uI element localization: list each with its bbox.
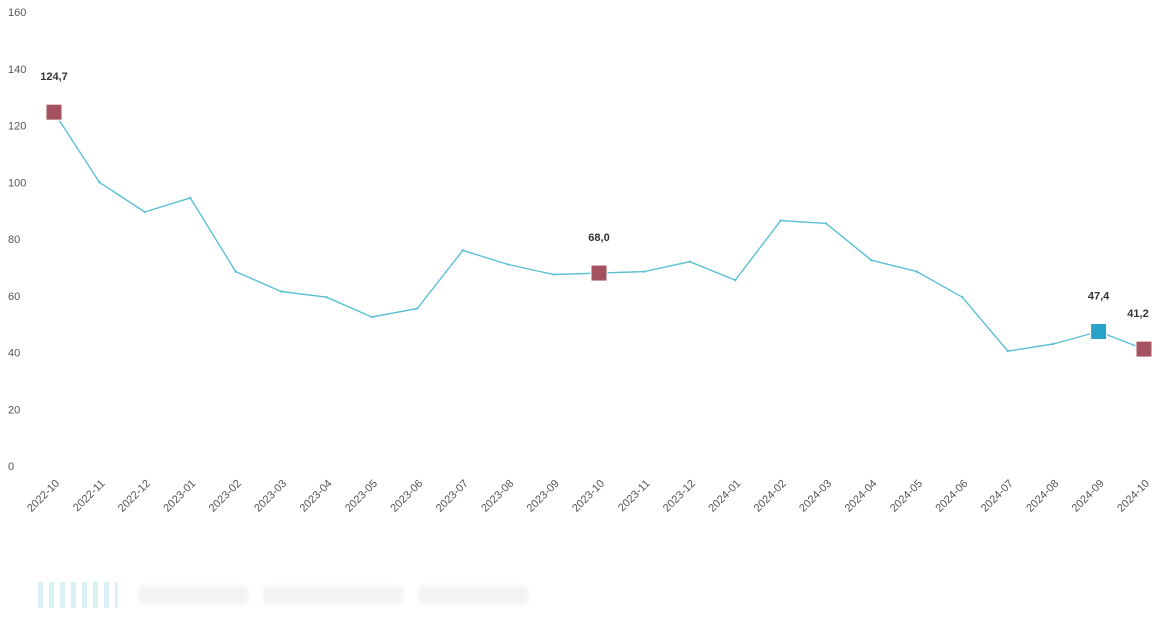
x-axis: 2022-10 2022-11 2022-12 2023-01 2023-02 2023-… <box>25 478 1152 515</box>
data-point <box>416 307 419 310</box>
blurred-footer-logo <box>38 576 538 614</box>
highlight-marker <box>590 264 608 282</box>
x-tick-label: 2023-09 <box>525 478 562 515</box>
y-tick-label: 140 <box>8 64 26 76</box>
x-tick-label: 2022-10 <box>25 478 62 515</box>
y-tick-label: 60 <box>8 291 20 303</box>
x-tick-label: 2024-05 <box>888 478 925 515</box>
data-point <box>643 270 646 273</box>
data-point <box>98 181 101 184</box>
y-tick-label: 80 <box>8 234 20 246</box>
y-tick-label: 20 <box>8 404 20 416</box>
data-point <box>279 290 283 293</box>
x-tick-label: 2024-04 <box>843 478 880 515</box>
highlight-marker <box>45 103 63 121</box>
x-tick-label: 2023-11 <box>616 478 652 514</box>
x-tick-label: 2023-04 <box>298 478 335 515</box>
footer-bars-graphic <box>38 582 118 608</box>
footer-blur-block <box>263 586 403 604</box>
x-tick-label: 2022-12 <box>116 478 153 515</box>
x-tick-label: 2023-08 <box>479 478 516 515</box>
x-tick-label: 2023-12 <box>661 478 698 515</box>
x-tick-label: 2024-07 <box>979 478 1016 515</box>
data-point <box>370 315 374 319</box>
x-tick-label: 2023-10 <box>570 478 607 515</box>
data-label: 68,0 <box>588 232 609 244</box>
data-point <box>461 249 464 252</box>
data-point <box>506 263 510 266</box>
data-point <box>915 270 919 273</box>
x-tick-label: 2022-11 <box>71 478 107 514</box>
y-tick-label: 160 <box>8 7 26 19</box>
x-tick-label: 2024-09 <box>1070 478 1107 515</box>
data-point <box>961 295 964 299</box>
data-point <box>325 295 328 299</box>
x-tick-label: 2024-02 <box>752 478 789 515</box>
x-tick-label: 2023-01 <box>161 478 198 515</box>
data-label: 47,4 <box>1088 291 1110 303</box>
x-tick-label: 2024-10 <box>1115 478 1152 515</box>
footer-blur-block <box>418 586 528 604</box>
data-point <box>734 278 737 282</box>
data-point <box>552 273 555 276</box>
y-tick-label: 100 <box>8 177 26 189</box>
data-point <box>779 219 782 222</box>
highlight-markers: 124,7 68,0 47,4 41,2 <box>40 71 1153 358</box>
highlight-marker <box>1135 340 1153 358</box>
data-point <box>870 259 873 262</box>
x-tick-label: 2024-08 <box>1024 478 1061 515</box>
x-tick-label: 2024-03 <box>797 478 834 515</box>
data-point <box>1006 349 1009 353</box>
x-tick-label: 2024-06 <box>933 478 970 515</box>
y-axis: 0 20 40 60 80 100 120 140 160 <box>8 7 26 473</box>
x-tick-label: 2024-01 <box>706 478 743 515</box>
data-point <box>143 210 147 214</box>
x-tick-label: 2023-03 <box>252 478 289 515</box>
y-tick-label: 120 <box>8 121 26 133</box>
data-point <box>688 260 692 263</box>
data-label: 124,7 <box>40 71 68 83</box>
data-point <box>1051 342 1055 346</box>
x-tick-label: 2023-05 <box>343 478 380 515</box>
data-point <box>234 270 237 273</box>
x-tick-label: 2023-06 <box>388 478 425 515</box>
footer-blur-block <box>138 586 248 604</box>
data-label: 41,2 <box>1127 308 1148 320</box>
highlight-marker <box>1090 323 1108 341</box>
data-point <box>189 196 192 200</box>
x-tick-label: 2023-02 <box>207 478 244 515</box>
x-tick-label: 2023-07 <box>434 478 471 515</box>
y-tick-label: 40 <box>8 348 20 360</box>
y-tick-label: 0 <box>8 461 14 473</box>
data-point <box>824 222 828 225</box>
